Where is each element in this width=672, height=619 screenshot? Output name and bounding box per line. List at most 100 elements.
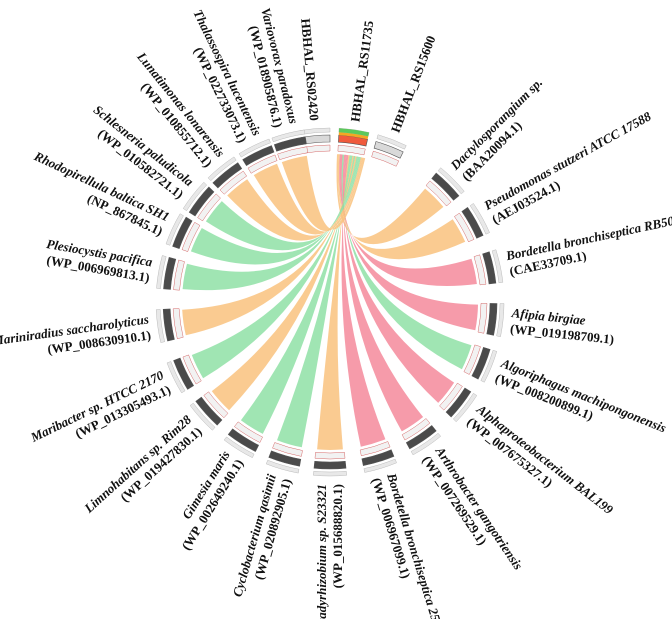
inner-track	[425, 180, 452, 207]
track	[163, 257, 177, 290]
ribbon	[190, 156, 360, 265]
inner-track	[173, 259, 185, 291]
ribbon	[240, 155, 353, 434]
ribbon	[205, 157, 361, 251]
label: Arthrobacter gangotriensis(WP_007269529.…	[419, 443, 526, 572]
ribbon	[340, 154, 478, 331]
label: Bradyrhizobium sp. S23321 (WP_015688820.1…	[314, 484, 345, 619]
gene-name: HBHAL_RS02420	[298, 18, 322, 121]
inner-track	[203, 391, 229, 419]
ribbon	[182, 156, 359, 291]
label: Cyclobacterium qasimii(WP_020892905.1)	[229, 472, 294, 598]
ribbon	[342, 154, 455, 403]
track	[273, 136, 307, 152]
gene-name: HBHAL_RS15600	[388, 33, 439, 134]
inner-track	[277, 146, 308, 160]
outer-track	[491, 249, 504, 284]
label: Gimesia maris(WP_002649240.1)	[178, 448, 246, 553]
outer-track	[480, 349, 498, 383]
inner-track	[371, 150, 400, 167]
track	[431, 172, 460, 201]
inner-track	[182, 354, 202, 385]
ribbon	[336, 154, 444, 245]
outer-track	[410, 432, 442, 456]
outer-track	[155, 309, 166, 343]
track	[482, 251, 497, 285]
label: Mariniradius saccharolyticus(WP_00863091…	[0, 311, 152, 356]
ribbon	[182, 156, 357, 336]
outer-track	[437, 167, 465, 195]
label: HBHAL_RS15600	[388, 33, 439, 134]
track	[188, 186, 215, 217]
outer-track	[271, 129, 306, 143]
outer-track	[166, 361, 186, 394]
outer-track	[265, 459, 300, 474]
outer-track	[189, 402, 216, 431]
outer-track	[469, 203, 490, 235]
species-name: Dactylosporangium sp.	[447, 75, 546, 174]
track	[242, 145, 275, 167]
track	[445, 387, 472, 418]
outer-track	[313, 470, 347, 477]
outer-track	[376, 134, 407, 150]
inner-track	[337, 144, 366, 156]
track	[212, 162, 243, 189]
ribbon	[227, 157, 363, 241]
ribbon	[339, 154, 477, 286]
inner-track	[247, 154, 278, 174]
label: Afipia birgiae(WP_019198709.1)	[509, 305, 614, 347]
track	[373, 141, 404, 159]
species-name: Bordetella bronchiseptica RB50	[504, 213, 672, 264]
label: HBHAL_RS02420	[298, 18, 322, 121]
track	[486, 303, 498, 336]
inner-track	[463, 344, 481, 375]
track	[227, 428, 260, 452]
inner-track	[172, 308, 184, 339]
outer-track	[223, 436, 255, 459]
stripe	[338, 132, 369, 140]
outer-track	[165, 213, 184, 246]
ribbon	[281, 155, 366, 232]
gene-name: HBHAL_RS11735	[347, 19, 376, 122]
track	[313, 460, 347, 470]
inner-track	[197, 193, 221, 222]
label: Bordetella bronchiseptica 253(WP_0069670…	[369, 470, 446, 619]
track	[471, 347, 491, 380]
inner-track	[401, 418, 431, 441]
track	[461, 206, 484, 239]
track	[405, 425, 437, 450]
track	[162, 308, 175, 342]
inner-track	[454, 212, 475, 243]
track	[195, 396, 223, 426]
ribbon	[211, 155, 354, 411]
outer-track	[207, 156, 237, 182]
outer-track	[363, 458, 397, 473]
track	[268, 450, 302, 467]
track	[172, 216, 193, 249]
inner-track	[272, 442, 303, 457]
label: Plesiocystis pacifica(WP_006969813.1)	[45, 236, 154, 285]
outer-track	[496, 303, 505, 337]
ribbons	[182, 154, 478, 450]
outer-track	[238, 138, 271, 158]
species-name: Bradyrhizobium sp. S23321	[314, 484, 329, 619]
inner-track	[219, 170, 247, 195]
ribbon	[341, 155, 386, 447]
ribbon	[253, 157, 364, 235]
label: HBHAL_RS11735	[347, 19, 376, 122]
outer-track	[156, 255, 167, 289]
species-name: Alphaproteobacterium BAL199	[473, 401, 616, 518]
inner-track	[181, 222, 201, 252]
ribbon	[191, 155, 356, 379]
outer-track	[182, 181, 208, 212]
inner-track	[439, 382, 463, 411]
inner-track	[234, 421, 263, 443]
inner-track	[314, 452, 346, 460]
track	[173, 357, 195, 390]
ribbon	[317, 155, 350, 450]
inner-track	[359, 441, 391, 457]
ribbon	[341, 154, 472, 370]
inner-track	[473, 254, 487, 286]
rings	[155, 127, 505, 477]
